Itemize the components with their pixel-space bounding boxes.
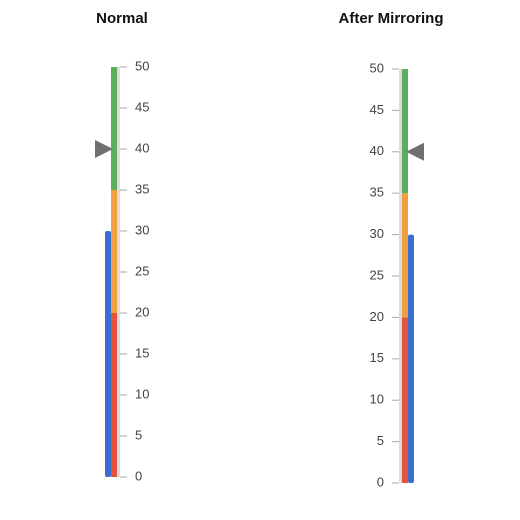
color-range: [111, 190, 117, 313]
tick-label: 45: [370, 102, 384, 117]
tick-label: 50: [370, 60, 384, 75]
gauge-title: After Mirroring: [339, 10, 444, 27]
color-range: [402, 193, 408, 318]
tick-label: 20: [370, 309, 384, 324]
tick-label: 5: [135, 427, 142, 442]
tick-label: 30: [135, 222, 149, 237]
tick-label: 50: [135, 58, 149, 73]
value-bar: [408, 234, 414, 483]
tick-label: 35: [370, 185, 384, 200]
tick-label: 0: [135, 468, 142, 483]
color-range: [402, 317, 408, 483]
tick-label: 20: [135, 304, 149, 319]
tick-label: 40: [370, 143, 384, 158]
tick-label: 10: [370, 392, 384, 407]
tick-label: 0: [377, 474, 384, 489]
tick-label: 40: [135, 140, 149, 155]
tick-label: 15: [370, 350, 384, 365]
value-bar: [105, 231, 111, 477]
gauge-title: Normal: [96, 10, 148, 27]
gauge-track: [117, 67, 120, 477]
tick-label: 25: [135, 263, 149, 278]
color-range: [111, 67, 117, 190]
tick-label: 30: [370, 226, 384, 241]
pointer: [406, 142, 424, 161]
tick-label: 10: [135, 386, 149, 401]
tick-label: 25: [370, 267, 384, 282]
color-range: [402, 69, 408, 194]
pointer: [95, 140, 113, 158]
tick-label: 5: [377, 433, 384, 448]
tick-label: 15: [135, 345, 149, 360]
gauge-track: [399, 69, 402, 483]
tick-label: 35: [135, 181, 149, 196]
tick-label: 45: [135, 99, 149, 114]
color-range: [111, 313, 117, 477]
